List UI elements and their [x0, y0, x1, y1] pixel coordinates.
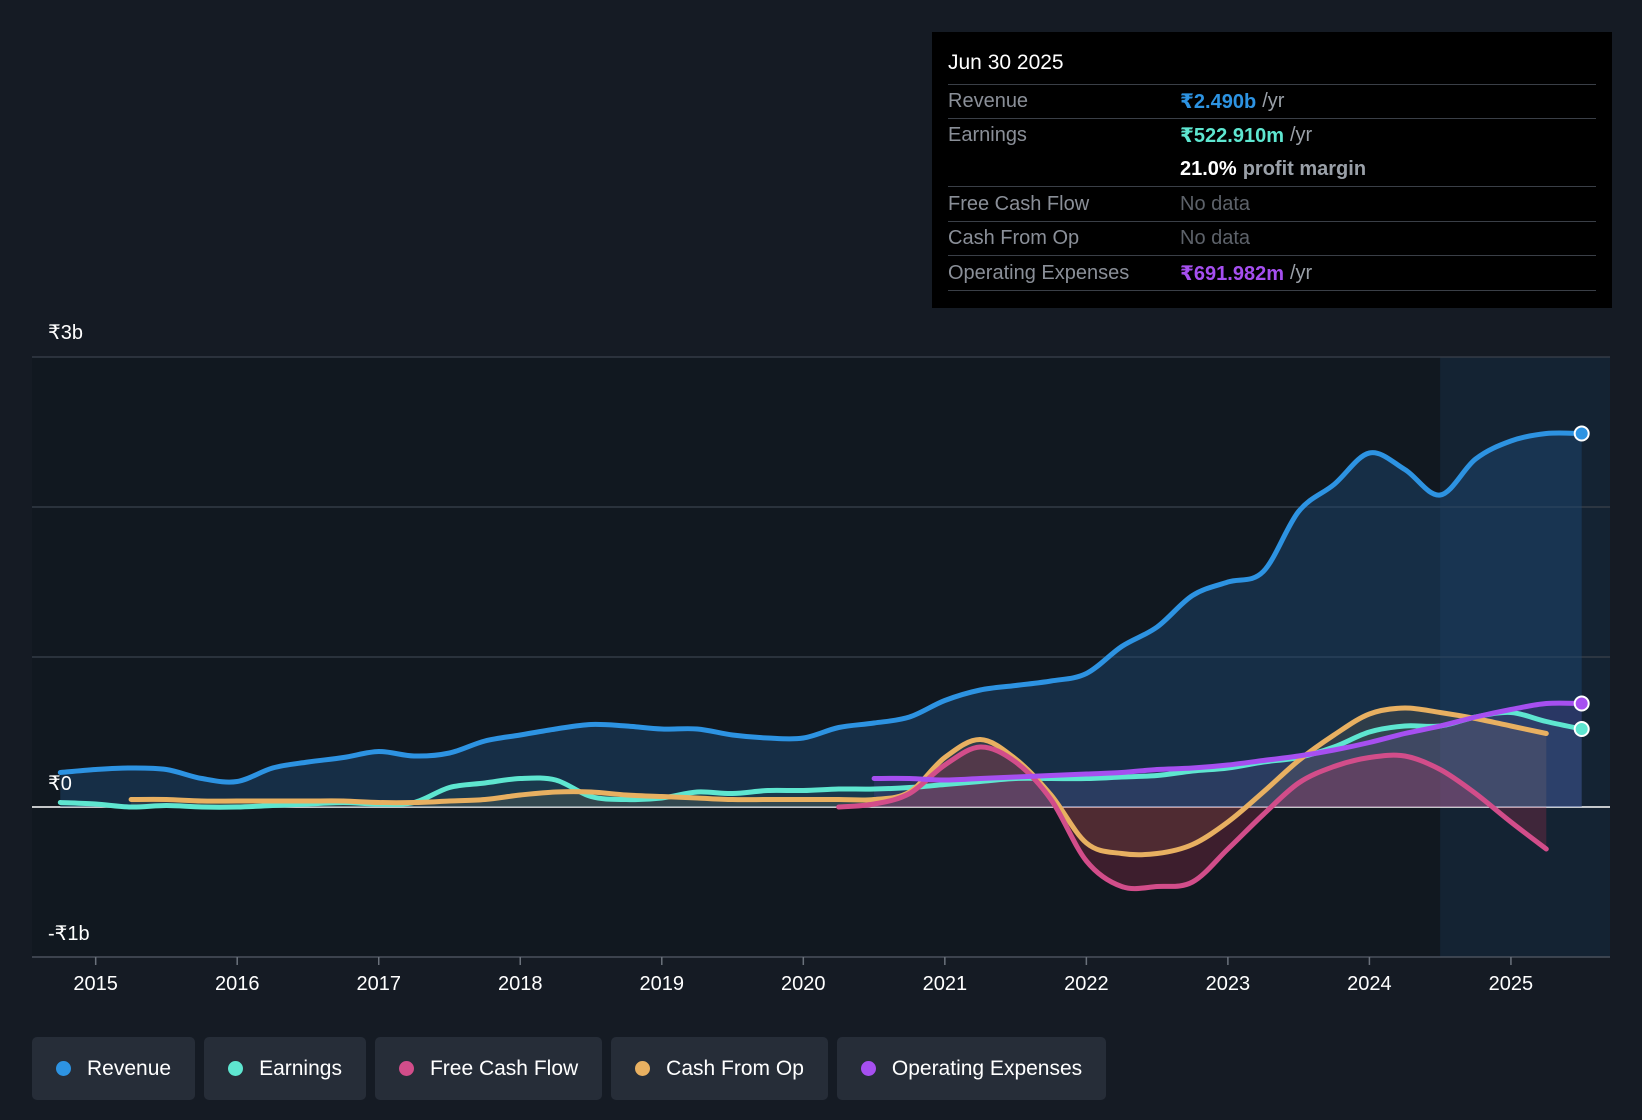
earnings-area — [60, 712, 1582, 808]
legend-label: Earnings — [259, 1056, 342, 1080]
tooltip-cfo-label: Cash From Op — [948, 227, 1080, 249]
tooltip-margin-label: profit margin — [1242, 157, 1367, 180]
x-tick-label: 2019 — [640, 973, 685, 995]
x-tick-label: 2024 — [1347, 973, 1392, 995]
revenue-endpoint — [1573, 425, 1590, 442]
tooltip-date: Jun 30 2025 — [948, 46, 1596, 85]
x-tick-label: 2018 — [498, 973, 543, 995]
tooltip-earnings-row: Earnings ₹522.910m /yr — [948, 119, 1596, 152]
x-tick-label: 2023 — [1206, 973, 1251, 995]
operating-expenses-line — [871, 700, 1585, 783]
x-tick-label: 2021 — [923, 973, 968, 995]
tooltip-opex-unit: /yr — [1290, 261, 1313, 284]
free-cash-flow-area — [838, 746, 1547, 889]
series-endpoints — [1573, 425, 1590, 737]
earnings-endpoint — [1573, 721, 1590, 737]
tooltip-opex-row: Operating Expenses ₹691.982m /yr — [948, 256, 1596, 291]
revenue-area — [60, 432, 1582, 807]
x-tick-label: 2022 — [1064, 973, 1109, 995]
free-cash-flow-line — [836, 744, 1549, 892]
series-areas — [60, 432, 1582, 889]
tooltip-cfo-row: Cash From Op No data — [948, 222, 1596, 256]
operating-expenses-dot-icon — [860, 1061, 876, 1076]
x-tick-label: 2015 — [73, 973, 118, 995]
legend-item-operating-expenses[interactable]: Operating Expenses — [836, 1037, 1107, 1100]
tooltip-earnings-label: Earnings — [948, 124, 1027, 146]
x-tick-label: 2017 — [356, 973, 401, 995]
series-lines — [57, 430, 1585, 892]
y-tick-label-zero: ₹0 — [48, 773, 72, 795]
legend-item-revenue[interactable]: Revenue — [32, 1037, 196, 1100]
free-cash-flow-dot-icon — [398, 1061, 414, 1076]
x-tick-label: 2020 — [781, 973, 826, 995]
revenue-line — [57, 430, 1585, 785]
y-tick-label-bottom: -₹1b — [48, 923, 90, 945]
tooltip-cfo-value: No data — [1180, 227, 1251, 249]
tooltip-opex-value: ₹691.982m — [1180, 262, 1284, 285]
cash-from-op-area — [131, 707, 1547, 855]
y-tick-label-top: ₹3b — [48, 322, 83, 344]
tooltip-opex-label: Operating Expenses — [948, 261, 1130, 284]
tooltip-earnings-value: ₹522.910m — [1180, 125, 1284, 147]
x-tick-label: 2025 — [1489, 973, 1534, 995]
legend-label: Free Cash Flow — [429, 1056, 579, 1080]
tooltip-margin-value: 21.0% — [1180, 157, 1237, 180]
tooltip: Jun 30 2025 Revenue ₹2.490b /yr Earnings… — [932, 32, 1612, 308]
earnings-dot-icon — [228, 1061, 244, 1076]
tooltip-revenue-value: ₹2.490b — [1180, 91, 1257, 113]
tooltip-margin-row: 21.0% profit margin — [948, 152, 1596, 187]
tooltip-fcf-row: Free Cash Flow No data — [948, 187, 1596, 222]
tooltip-fcf-value: No data — [1180, 192, 1251, 215]
legend-item-cash-from-op[interactable]: Cash From Op — [611, 1037, 828, 1100]
tooltip-fcf-label: Free Cash Flow — [948, 192, 1090, 215]
legend-label: Operating Expenses — [891, 1056, 1083, 1080]
tooltip-revenue-unit: /yr — [1262, 90, 1285, 112]
revenue-dot-icon — [56, 1061, 71, 1076]
cash-from-op-dot-icon — [635, 1061, 651, 1076]
legend-item-free-cash-flow[interactable]: Free Cash Flow — [374, 1037, 603, 1100]
operating-expenses-endpoint — [1573, 695, 1590, 712]
legend-label: Cash From Op — [666, 1056, 804, 1080]
tooltip-earnings-unit: /yr — [1290, 124, 1313, 146]
x-axis: 2015 2016 2017 2018 2019 2020 2021 2022 2023 2024… — [73, 957, 1533, 995]
tooltip-revenue-row: Revenue ₹2.490b /yr — [948, 85, 1596, 119]
legend-label: Revenue — [87, 1056, 172, 1080]
legend-item-earnings[interactable]: Earnings — [204, 1037, 366, 1100]
operating-expenses-area — [874, 703, 1582, 807]
tooltip-revenue-label: Revenue — [948, 90, 1029, 112]
x-tick-label: 2016 — [215, 973, 260, 995]
legend: Revenue Earnings Free Cash Flow Cash Fro… — [32, 1037, 1107, 1100]
